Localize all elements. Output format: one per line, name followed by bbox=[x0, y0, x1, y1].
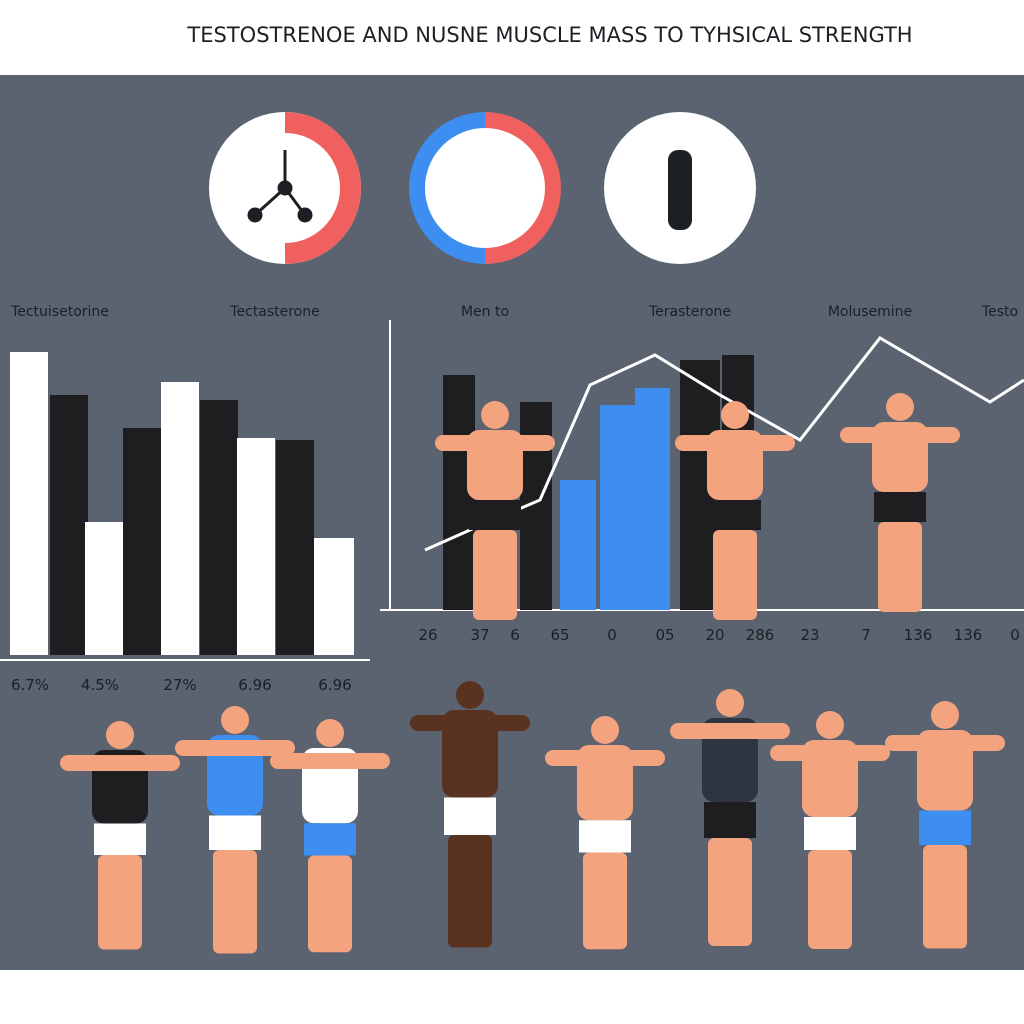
head bbox=[106, 721, 134, 749]
shorts bbox=[579, 820, 631, 853]
figure bbox=[670, 689, 790, 946]
head bbox=[316, 719, 344, 747]
label: Terasterone bbox=[648, 304, 731, 320]
value-label: 0 bbox=[607, 626, 617, 644]
label: Testo bbox=[981, 304, 1018, 320]
figure bbox=[770, 711, 890, 949]
arms bbox=[770, 745, 890, 761]
arms bbox=[670, 723, 790, 739]
shorts bbox=[444, 797, 496, 835]
value-label: 6.7% bbox=[11, 676, 49, 694]
value-label: 0 bbox=[1010, 626, 1020, 644]
figures bbox=[60, 393, 1005, 954]
value-label: 26 bbox=[418, 626, 437, 644]
figure bbox=[175, 706, 295, 954]
shorts bbox=[469, 500, 521, 530]
head bbox=[221, 706, 249, 734]
label: Tectasterone bbox=[229, 304, 319, 320]
bars bbox=[10, 352, 354, 655]
legs bbox=[713, 530, 757, 620]
shorts bbox=[804, 817, 856, 850]
value-label: 65 bbox=[550, 626, 569, 644]
head bbox=[931, 701, 959, 729]
head bbox=[481, 401, 509, 429]
legs bbox=[473, 530, 517, 620]
figure bbox=[675, 401, 795, 620]
arms bbox=[270, 753, 390, 769]
legs bbox=[583, 852, 627, 950]
legs bbox=[213, 850, 257, 954]
value-label: 7 bbox=[861, 626, 871, 644]
figure bbox=[60, 721, 180, 950]
head bbox=[816, 711, 844, 739]
figure bbox=[435, 401, 555, 620]
legs bbox=[308, 855, 352, 953]
legs bbox=[98, 855, 142, 950]
arms bbox=[175, 740, 295, 756]
head bbox=[716, 689, 744, 717]
torso bbox=[442, 710, 498, 798]
value-label: 20 bbox=[705, 626, 724, 644]
icon-inner bbox=[425, 128, 545, 248]
arms bbox=[885, 735, 1005, 751]
shorts bbox=[94, 823, 146, 855]
legs bbox=[448, 835, 492, 948]
shorts bbox=[874, 492, 926, 522]
arms bbox=[545, 750, 665, 766]
shorts bbox=[709, 500, 761, 530]
arms bbox=[435, 435, 555, 451]
value-label: 23 bbox=[800, 626, 819, 644]
head bbox=[886, 393, 914, 421]
label: Tectuisetorine bbox=[10, 304, 109, 320]
legs bbox=[878, 522, 922, 612]
value-label: 37 bbox=[470, 626, 489, 644]
legs bbox=[923, 845, 967, 949]
figure bbox=[270, 719, 390, 953]
title: TESTOSTRENOE AND NUSNE MUSCLE MASS TO TY… bbox=[186, 23, 912, 47]
shorts bbox=[919, 810, 971, 845]
head bbox=[591, 716, 619, 744]
shorts bbox=[209, 815, 261, 850]
value-label: 6.96 bbox=[318, 676, 351, 694]
figure bbox=[545, 716, 665, 950]
value-label: 136 bbox=[954, 626, 983, 644]
value-label: 6.96 bbox=[238, 676, 271, 694]
shorts bbox=[304, 823, 356, 856]
arms bbox=[410, 715, 530, 731]
person-icon bbox=[668, 150, 692, 230]
value-label: 27% bbox=[163, 676, 196, 694]
shorts bbox=[704, 802, 756, 838]
legs bbox=[808, 850, 852, 949]
molecule-icon bbox=[247, 150, 313, 223]
value-label: 6 bbox=[510, 626, 520, 644]
label: Men to bbox=[461, 304, 509, 320]
value-label: 05 bbox=[655, 626, 674, 644]
head bbox=[456, 681, 484, 709]
arms bbox=[60, 755, 180, 771]
figure bbox=[410, 681, 530, 948]
legs bbox=[708, 838, 752, 946]
label: Molusemine bbox=[828, 304, 912, 320]
figure bbox=[885, 701, 1005, 949]
value-label: 286 bbox=[746, 626, 775, 644]
arms bbox=[675, 435, 795, 451]
value-label: 136 bbox=[904, 626, 933, 644]
head bbox=[721, 401, 749, 429]
figure bbox=[840, 393, 960, 612]
arms bbox=[840, 427, 960, 443]
value-label: 4.5% bbox=[81, 676, 119, 694]
